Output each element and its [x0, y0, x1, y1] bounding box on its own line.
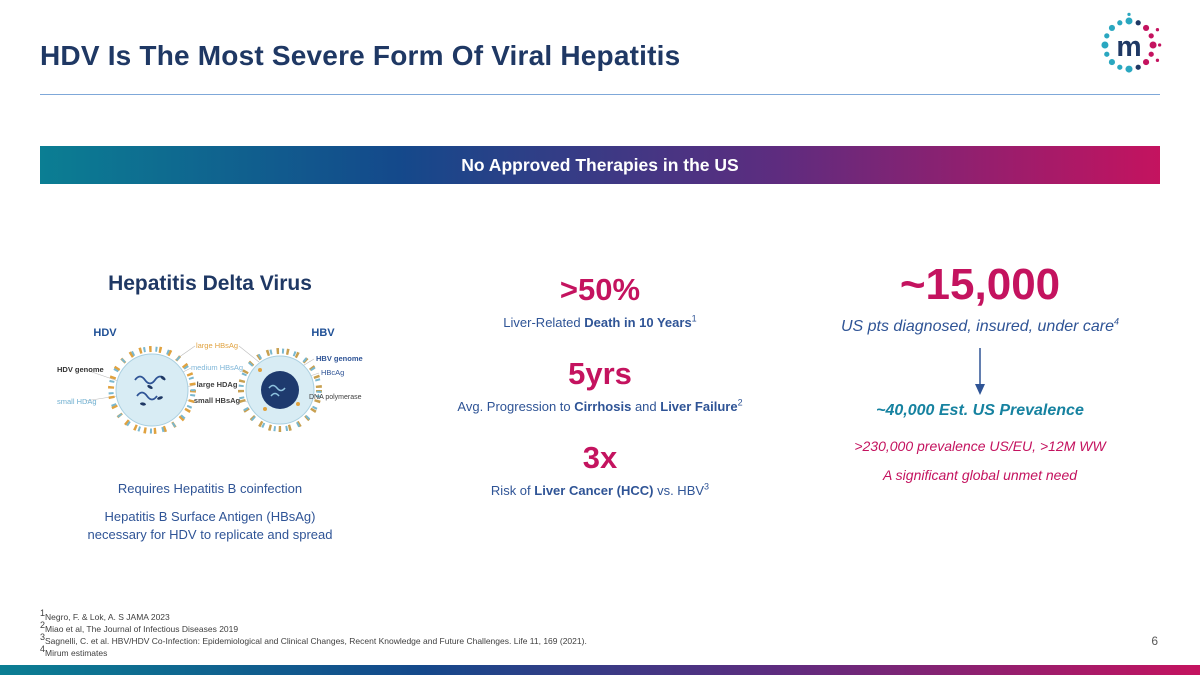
footnote-text: Mirum estimates: [45, 647, 108, 658]
subtitle-text: US pts diagnosed, insured, under care: [840, 318, 1115, 335]
caption-text-bold: Cirrhosis: [574, 399, 632, 414]
banner: No Approved Therapies in the US: [40, 146, 1160, 184]
unmet-need: A significant global unmet need: [882, 467, 1078, 483]
footnote-text: Sagnelli, C. et al. HBV/HDV Co-Infection…: [45, 635, 587, 646]
dna-polymerase-label: DNA polymerase: [309, 394, 362, 401]
subtitle-sup: 4: [1114, 316, 1120, 327]
footnote-sup: 2: [40, 620, 46, 631]
stat-value-progression: 5yrs: [568, 356, 632, 391]
footnote-2: 2Miao et al, The Journal of Infectious D…: [40, 621, 587, 636]
down-arrow-icon: [975, 348, 985, 395]
footnote-sup: 4: [40, 643, 46, 654]
caption-sup: 2: [737, 397, 743, 408]
stat-death-rate: >50% Liver-Related Death in 10 Years1: [420, 272, 780, 330]
company-logo-icon: m: [1101, 12, 1162, 73]
hbv-virion: [238, 348, 322, 432]
hdv-genome-label: HDV genome: [57, 365, 104, 374]
footnote-3: 3Sagnelli, C. et al. HBV/HDV Co-Infectio…: [40, 632, 587, 648]
small-hdag-label: small HDAg: [57, 397, 97, 406]
logo-letter: m: [1116, 31, 1141, 63]
stat-caption-progression: Avg. Progression to Cirrhosis and Liver …: [420, 397, 780, 414]
page-number: 6: [1151, 634, 1158, 648]
medium-hbsag-label: medium HBsAg: [191, 363, 243, 372]
caption-text: Risk of: [490, 483, 535, 498]
us-prevalence: ~40,000 Est. US Prevalence: [876, 402, 1084, 419]
hdv-virion: [108, 346, 196, 434]
caption-text-bold: Liver Cancer (HCC): [534, 483, 654, 498]
hbv-genome-label: HBV genome: [316, 354, 363, 363]
caption-sup: 3: [704, 481, 710, 492]
stat-progression: 5yrs Avg. Progression to Cirrhosis and L…: [420, 356, 780, 414]
virus-diagram: HDV HBV HDV genome small HDAg large HBsA…: [57, 327, 363, 434]
large-hdag-label: large HDAg: [197, 380, 238, 389]
stat-value-death: >50%: [559, 272, 641, 307]
banner-text: No Approved Therapies in the US: [461, 154, 739, 175]
footnote-1: 1Negro, F. & Lok, A. S JAMA 2023: [40, 609, 587, 624]
hdv-label: HDV: [93, 327, 117, 339]
column-key-stats: >50% Liver-Related Death in 10 Years1 5y…: [420, 272, 780, 524]
footnote-4: 4Mirum estimates: [40, 644, 587, 660]
small-hbsag-label: small HBsAg: [194, 396, 241, 405]
hbsag-note: Hepatitis B Surface Antigen (HBsAg) nece…: [55, 508, 365, 543]
caption-text: Avg. Progression to: [457, 399, 575, 414]
coinfection-note: Requires Hepatitis B coinfection: [117, 481, 303, 496]
footnote-text: Negro, F. & Lok, A. S JAMA 2023: [45, 612, 170, 622]
caption-text-bold: Death in 10 Years: [584, 315, 692, 330]
footnote-sup: 3: [40, 631, 46, 642]
hbcag-label: HBcAg: [321, 368, 344, 377]
left-heading: Hepatitis Delta Virus: [108, 272, 312, 295]
hbsag-note-line1: Hepatitis B Surface Antigen (HBsAg): [104, 509, 316, 524]
footnote-text: Miao et al, The Journal of Infectious Di…: [45, 623, 239, 634]
large-hbsag-label: large HBsAg: [196, 341, 238, 350]
page-title: HDV Is The Most Severe Form Of Viral Hep…: [40, 40, 681, 71]
caption-text-bold: Liver Failure: [660, 399, 738, 414]
bottom-accent-bar: [0, 665, 1200, 675]
stat-caption-cancer: Risk of Liver Cancer (HCC) vs. HBV3: [420, 481, 780, 498]
title-divider: [40, 94, 1160, 95]
stat-liver-cancer-risk: 3x Risk of Liver Cancer (HCC) vs. HBV3: [420, 440, 780, 498]
stat-value-cancer: 3x: [582, 440, 618, 475]
global-prevalence: >230,000 prevalence US/EU, >12M WW: [854, 438, 1106, 454]
caption-text: Liver-Related: [503, 315, 585, 330]
stat-caption-death: Liver-Related Death in 10 Years1: [420, 313, 780, 330]
footnotes: 1Negro, F. & Lok, A. S JAMA 2023 2Miao e…: [40, 609, 587, 660]
column-prevalence: ~15,000 US pts diagnosed, insured, under…: [800, 260, 1160, 483]
caption-text: vs. HBV: [653, 483, 705, 498]
diagnosed-count: ~15,000: [899, 260, 1061, 309]
footnote-sup: 1: [40, 608, 46, 619]
hbv-label: HBV: [311, 327, 335, 339]
caption-text: and: [631, 399, 661, 414]
hbsag-note-line2: necessary for HDV to replicate and sprea…: [87, 526, 333, 542]
diagnosed-subtitle: US pts diagnosed, insured, under care4: [800, 316, 1160, 336]
column-hepatitis-delta-virus: Hepatitis Delta Virus: [55, 272, 365, 543]
caption-sup: 1: [691, 313, 697, 324]
